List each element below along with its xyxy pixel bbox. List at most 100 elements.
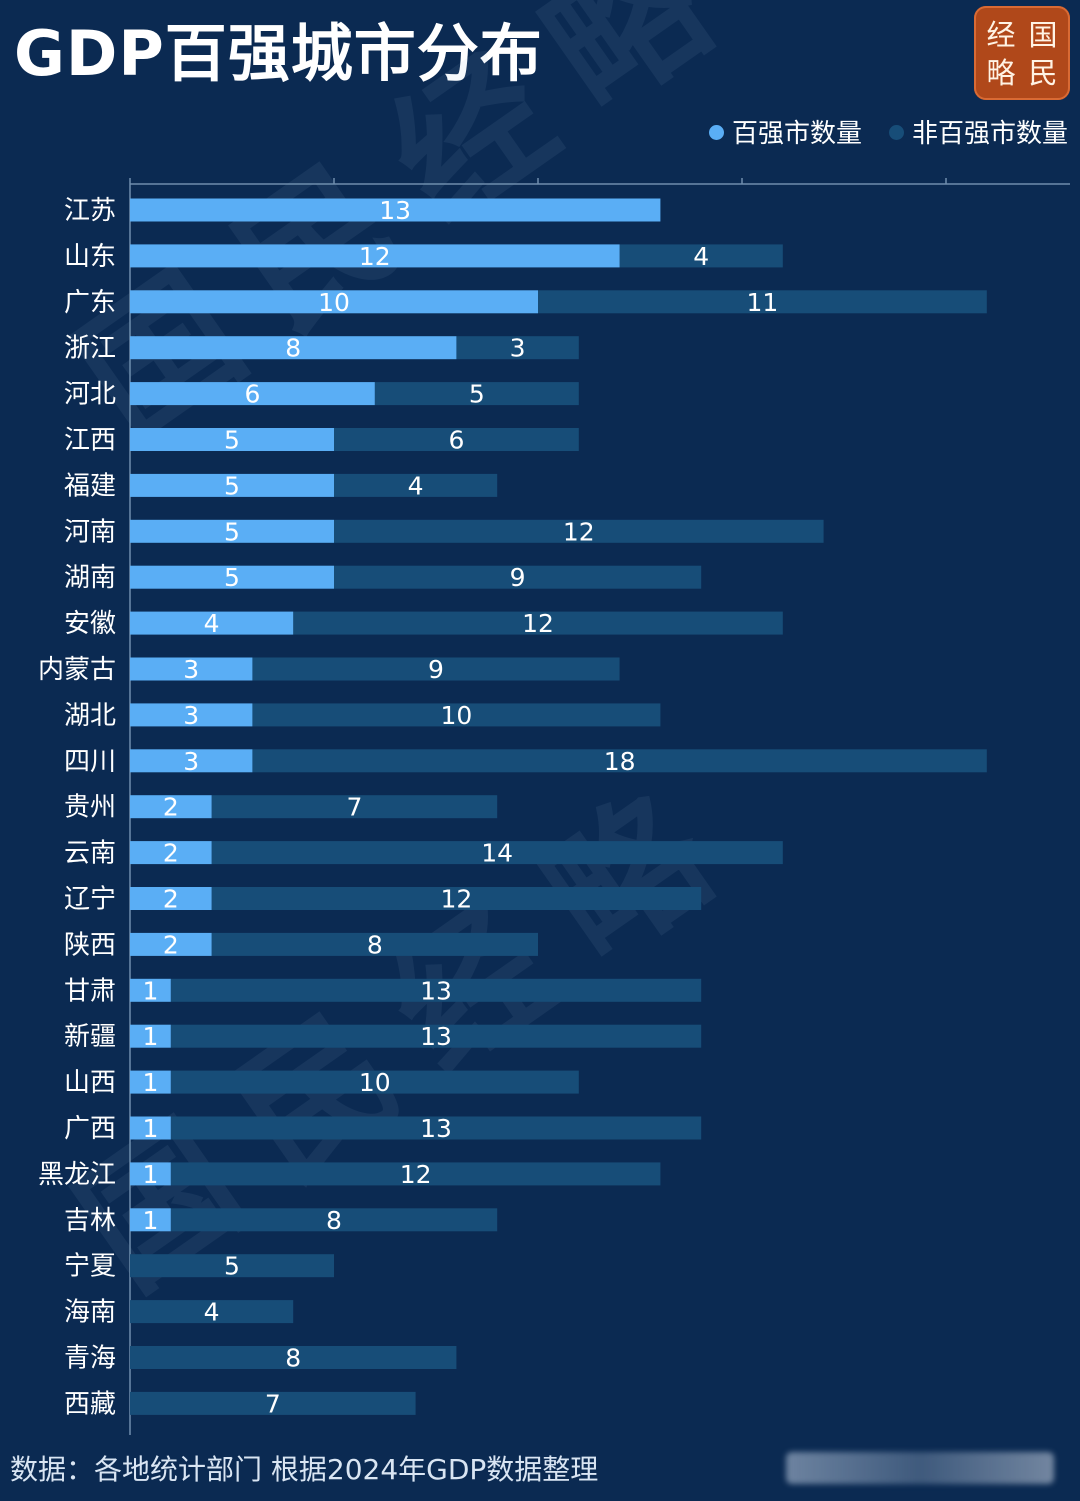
data-label: 14	[481, 839, 513, 868]
data-label: 1	[142, 1068, 158, 1097]
data-label: 10	[318, 288, 350, 317]
data-label: 4	[408, 471, 424, 500]
bar-non-top100	[334, 473, 498, 497]
data-label: 12	[522, 609, 554, 638]
category-label: 湖南	[64, 563, 116, 593]
data-label: 6	[448, 426, 464, 455]
category-label: 贵州	[64, 793, 116, 823]
category-label: 青海	[64, 1344, 116, 1374]
bar-top100	[130, 611, 294, 635]
category-label: 广东	[64, 288, 116, 318]
bar-top100	[130, 1070, 171, 1094]
data-label: 5	[224, 426, 240, 455]
data-label: 3	[510, 334, 526, 363]
bar-non-top100	[170, 1116, 702, 1140]
data-label: 4	[204, 609, 220, 638]
data-label: 1	[142, 1160, 158, 1189]
bar-top100	[130, 519, 334, 543]
category-label: 山西	[64, 1068, 116, 1098]
bar-top100	[130, 932, 212, 956]
bar-non-top100	[334, 428, 579, 451]
data-label: 5	[469, 380, 485, 409]
data-label: 11	[746, 288, 778, 317]
data-label: 9	[510, 563, 526, 592]
bar-non-top100	[334, 519, 824, 543]
data-label: 2	[163, 793, 179, 822]
legend-item-top100: 百强市数量	[709, 116, 862, 152]
page-title: GDP百强城市分布	[14, 17, 543, 90]
bar-non-top100	[252, 703, 661, 727]
data-label: 8	[367, 930, 383, 959]
data-label: 10	[440, 701, 472, 730]
category-label: 陕西	[64, 930, 116, 960]
category-label: 湖北	[64, 701, 116, 731]
category-label: 河南	[64, 517, 116, 547]
bar-top100	[130, 749, 253, 773]
source-note: 数据：各地统计部门 根据2024年GDP数据整理	[10, 1453, 599, 1486]
bar-non-top100	[170, 1024, 702, 1048]
data-label: 3	[183, 747, 199, 776]
bar-non-top100	[170, 978, 702, 1002]
bar-top100	[130, 1116, 171, 1140]
bar-non-top100	[170, 1070, 579, 1094]
bar-top100	[130, 565, 334, 589]
category-label: 河北	[64, 380, 116, 410]
data-label: 10	[359, 1068, 391, 1097]
bar-non-top100	[130, 1300, 294, 1324]
bar-non-top100	[170, 1208, 498, 1232]
data-label: 3	[183, 701, 199, 730]
bar-non-top100	[211, 841, 783, 865]
category-label: 安徽	[64, 609, 116, 639]
bar-non-top100	[130, 1391, 416, 1415]
bar-non-top100	[252, 749, 987, 773]
category-label: 江西	[64, 426, 116, 456]
bar-non-top100	[211, 795, 498, 819]
bar-top100	[130, 657, 253, 681]
data-label: 5	[224, 563, 240, 592]
legend-dot-icon	[709, 125, 724, 140]
category-label: 广西	[64, 1114, 116, 1144]
bar-top100	[130, 887, 212, 910]
data-label: 1	[142, 976, 158, 1005]
bar-top100	[130, 978, 171, 1002]
category-label: 内蒙古	[38, 655, 116, 685]
brand-logo: 经 国 略 民	[974, 6, 1070, 100]
category-label: 山东	[64, 242, 116, 272]
logo-char: 国	[1028, 18, 1058, 52]
bar-top100	[130, 290, 538, 314]
bar-non-top100	[334, 565, 702, 589]
bar-non-top100	[130, 1346, 457, 1369]
data-label: 5	[224, 517, 240, 546]
data-label: 12	[440, 885, 472, 914]
data-label: 1	[142, 1022, 158, 1051]
data-label: 13	[420, 1022, 452, 1051]
bar-top100	[130, 473, 334, 497]
bar-top100	[130, 795, 212, 819]
data-label: 18	[604, 747, 636, 776]
data-label: 2	[163, 885, 179, 914]
data-label: 13	[420, 1114, 452, 1143]
category-label: 海南	[64, 1298, 116, 1328]
bar-non-top100	[211, 887, 702, 910]
data-label: 8	[326, 1206, 342, 1235]
data-label: 12	[400, 1160, 432, 1189]
category-label: 四川	[64, 747, 116, 777]
bar-non-top100	[374, 382, 579, 406]
category-label: 黑龙江	[38, 1160, 116, 1190]
bar-top100	[130, 382, 375, 406]
data-label: 6	[244, 380, 260, 409]
data-label: 13	[420, 976, 452, 1005]
data-label: 9	[428, 655, 444, 684]
category-label: 福建	[64, 471, 116, 501]
category-label: 浙江	[64, 334, 116, 364]
bar-non-top100	[293, 611, 783, 635]
data-label: 2	[163, 839, 179, 868]
legend-item-non-top100: 非百强市数量	[889, 116, 1068, 152]
bar-non-top100	[170, 1162, 661, 1186]
category-label: 甘肃	[64, 976, 116, 1006]
data-label: 1	[142, 1206, 158, 1235]
bar-top100	[130, 703, 253, 727]
data-label: 8	[285, 334, 301, 363]
data-label: 5	[224, 471, 240, 500]
category-label: 辽宁	[64, 885, 116, 915]
